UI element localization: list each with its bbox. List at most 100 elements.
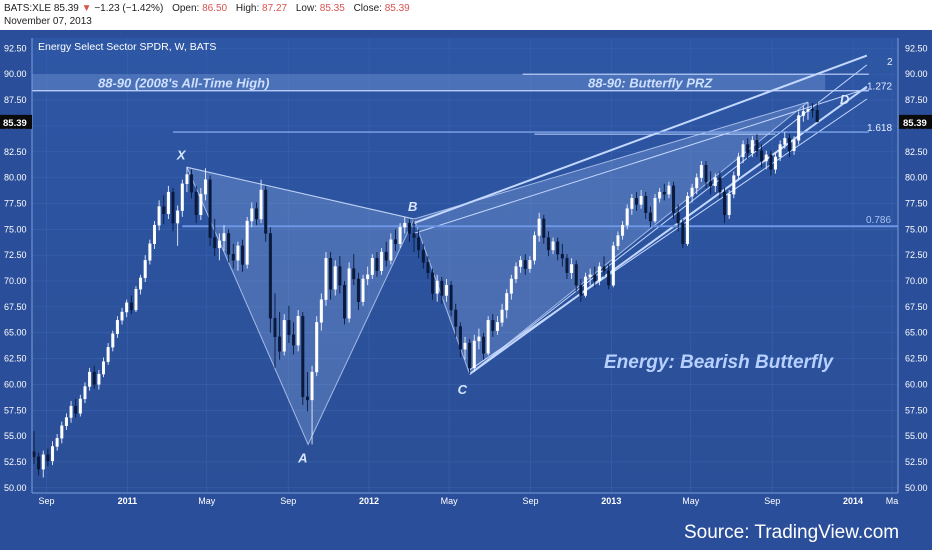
candle — [718, 171, 722, 199]
high-value: 87.27 — [262, 3, 288, 14]
y-tick-label-left: 62.50 — [4, 354, 27, 364]
candle — [287, 305, 291, 344]
candle-body — [746, 144, 750, 153]
candle-body — [32, 451, 36, 458]
candle — [259, 179, 263, 224]
candle — [546, 231, 550, 257]
candle — [495, 316, 499, 335]
candle — [644, 192, 648, 219]
candle-body — [755, 140, 759, 151]
candle — [463, 336, 467, 360]
candle-body — [806, 109, 810, 112]
candle-body — [440, 280, 444, 296]
candle — [222, 225, 226, 252]
candle-body — [134, 289, 138, 311]
candle-body — [528, 260, 532, 269]
y-tick-label-left: 52.50 — [4, 457, 27, 467]
candle — [407, 218, 411, 242]
xb-leg-line — [186, 166, 415, 220]
price-chart[interactable]: X A B C D 88-90 (2008's All-Time High) 88-90: … — [0, 30, 932, 550]
candle — [727, 190, 731, 219]
candle — [152, 221, 156, 249]
candle-body — [125, 302, 129, 313]
candle-body — [203, 179, 207, 195]
candle-body — [315, 322, 319, 373]
candle — [236, 241, 240, 271]
candle — [505, 289, 509, 319]
candle-body — [88, 371, 92, 387]
candle — [551, 237, 555, 255]
candle — [537, 212, 541, 242]
candle-body — [78, 398, 82, 414]
candle-body — [278, 336, 282, 352]
candle-body — [111, 333, 115, 348]
candle — [88, 367, 92, 391]
candle — [616, 231, 620, 250]
candle-body — [217, 240, 221, 249]
candle — [203, 168, 207, 201]
candle — [333, 260, 337, 296]
candle — [468, 338, 472, 375]
candle-body — [801, 111, 805, 116]
candle — [171, 187, 175, 232]
candle — [69, 400, 73, 423]
candle — [370, 254, 374, 279]
candle-body — [115, 320, 119, 334]
candle-body — [389, 239, 393, 261]
close-value: 85.39 — [384, 3, 410, 14]
candle — [579, 278, 583, 302]
candle-body — [662, 191, 666, 195]
x-tick-label: Sep — [280, 496, 296, 506]
candle — [185, 167, 189, 193]
low-value: 85.35 — [319, 3, 345, 14]
candle-body — [338, 266, 342, 286]
candle-body — [97, 373, 101, 385]
ticker[interactable]: BATS:XLE — [4, 3, 52, 14]
candle-body — [542, 218, 546, 238]
candle — [102, 357, 106, 378]
candle — [64, 413, 68, 430]
candle — [324, 252, 328, 306]
candle — [125, 299, 129, 318]
chart-area[interactable]: X A B C D 88-90 (2008's All-Time High) 88-90: … — [0, 30, 932, 550]
candle-body — [231, 253, 235, 261]
candle-body — [92, 371, 96, 385]
candle-body — [398, 227, 402, 244]
candle — [296, 309, 300, 352]
candle-body — [546, 237, 550, 251]
candle-body — [778, 144, 782, 158]
candle-body — [477, 336, 481, 342]
candle — [254, 202, 258, 226]
candle-body — [185, 174, 189, 185]
candle — [787, 134, 791, 157]
candle — [783, 132, 787, 149]
candle-body — [667, 185, 671, 195]
ath-zone-band — [32, 74, 826, 91]
y-tick-label-left: 77.50 — [4, 198, 27, 208]
candle — [319, 293, 323, 331]
candle-body — [333, 266, 337, 290]
candle — [347, 262, 351, 323]
candle-body — [676, 212, 680, 224]
x-tick-label: 2013 — [601, 496, 621, 506]
candle-body — [139, 277, 143, 290]
candle-body — [537, 218, 541, 236]
candle-body — [64, 417, 68, 426]
candle-body — [709, 181, 713, 187]
candle — [625, 204, 629, 230]
y-tick-label-right: 57.50 — [905, 405, 928, 415]
candle-body — [51, 446, 55, 462]
candle-body — [815, 110, 819, 123]
candle — [611, 241, 615, 288]
candle-body — [194, 191, 198, 216]
y-tick-label-right: 65.00 — [905, 328, 928, 338]
candle — [273, 293, 277, 368]
candle-body — [245, 220, 249, 265]
pattern-point-label-c: C — [458, 382, 468, 397]
candle-body — [37, 456, 41, 470]
pattern-fill-layer — [32, 74, 826, 446]
x-tick-label: Sep — [39, 496, 55, 506]
candle — [134, 286, 138, 313]
candle-body — [166, 191, 170, 214]
candle — [166, 185, 170, 219]
